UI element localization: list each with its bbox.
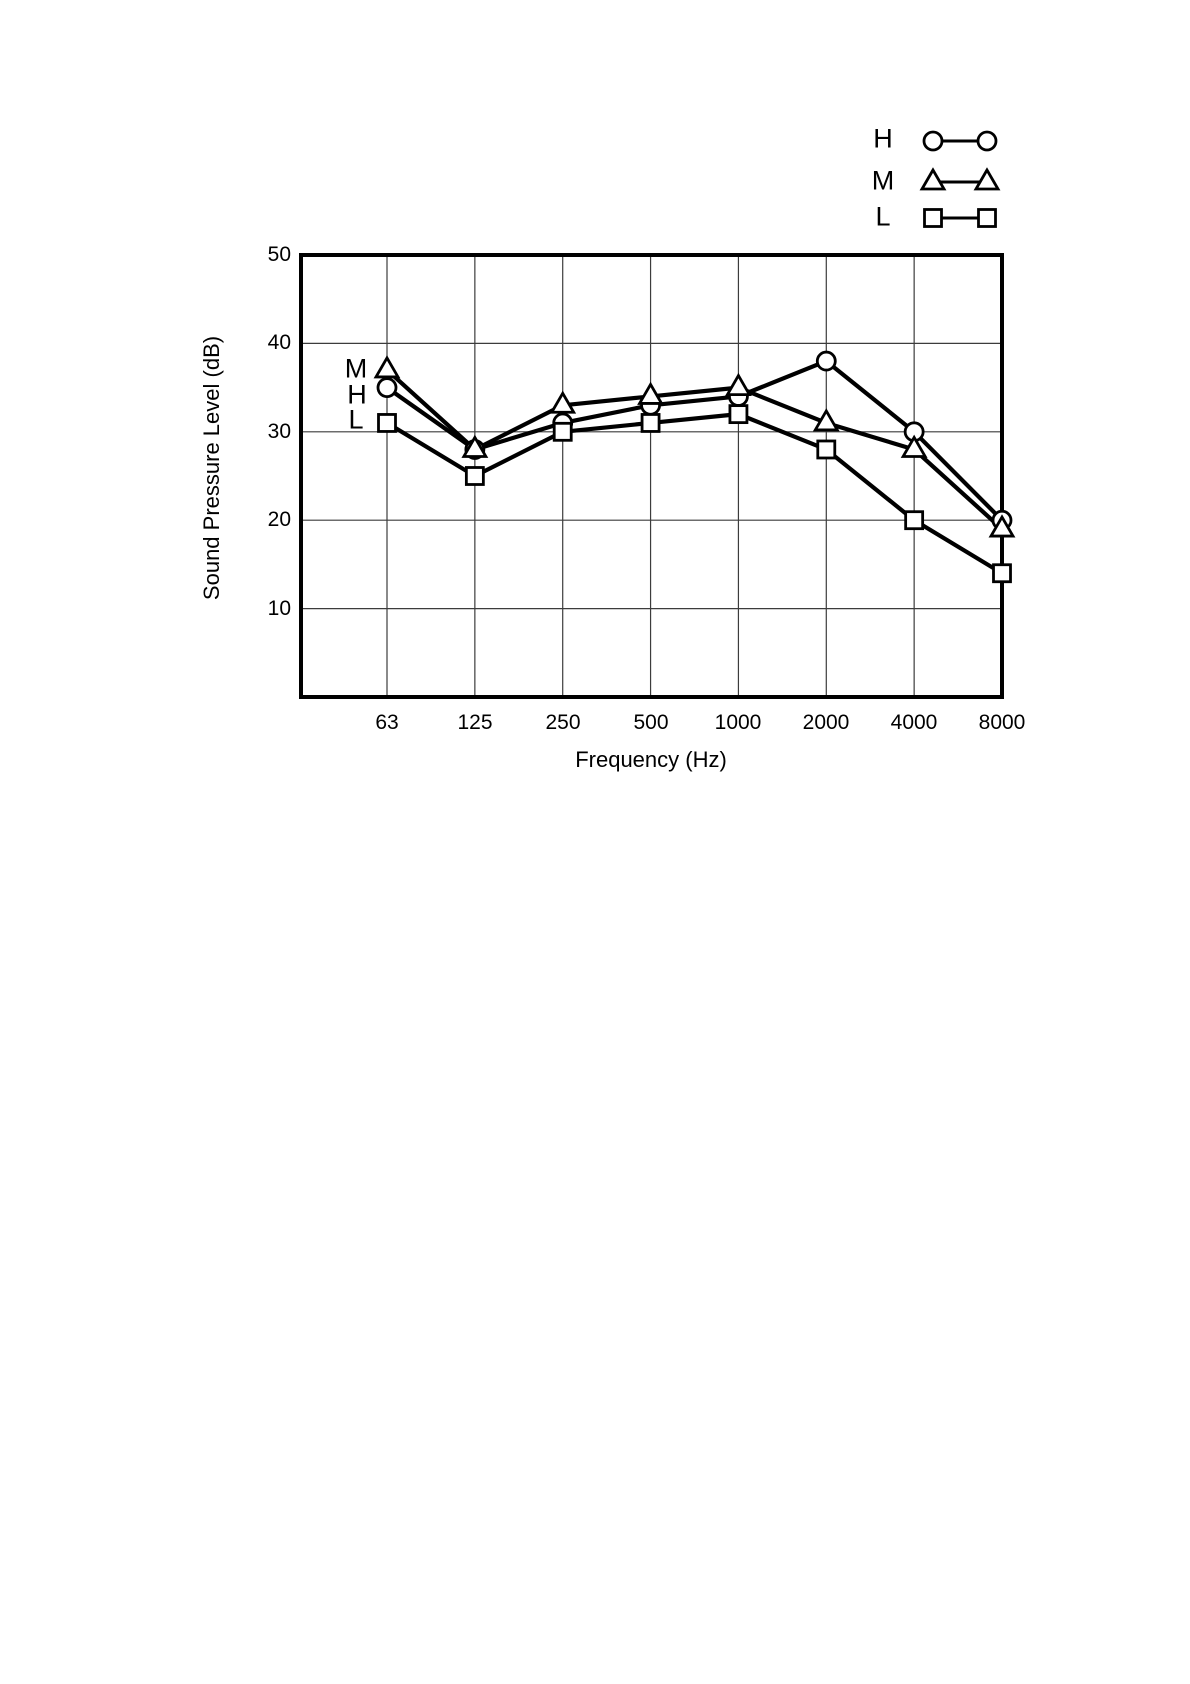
x-tick-2000: 2000 xyxy=(802,711,850,734)
series-line-L xyxy=(385,412,1004,576)
legend-label-L: L xyxy=(875,201,891,232)
x-tick-1000: 1000 xyxy=(714,711,762,734)
gridlines xyxy=(301,255,1002,697)
legend-square-icon xyxy=(977,208,997,228)
plot-border-rect xyxy=(299,253,1004,699)
point-L-250 xyxy=(552,421,573,442)
point-H-2000 xyxy=(815,350,837,372)
y-tick-30: 30 xyxy=(267,420,291,443)
series-line-M xyxy=(385,368,1004,531)
point-M-500 xyxy=(637,381,664,405)
point-M-2000 xyxy=(812,408,840,432)
legend-triangle-icon xyxy=(919,167,947,191)
legend-label-H: H xyxy=(873,123,893,154)
chart-canvas xyxy=(299,253,1016,699)
x-tick-250: 250 xyxy=(545,711,581,734)
y-tick-50: 50 xyxy=(267,243,291,266)
point-M-8000 xyxy=(988,514,1016,538)
legend-circle-icon xyxy=(976,130,998,152)
legend-swatch-M-icon xyxy=(919,167,1001,191)
point-L-8000 xyxy=(992,563,1012,584)
series-line-H xyxy=(385,358,1004,522)
point-M-63 xyxy=(373,355,401,379)
point-L-500 xyxy=(640,413,661,433)
legend-swatch-L-icon xyxy=(923,208,997,228)
point-M-125 xyxy=(461,434,489,458)
point-M-4000 xyxy=(900,434,928,458)
y-tick-40: 40 xyxy=(267,331,291,354)
point-L-1000 xyxy=(728,404,749,425)
x-axis-title: Frequency (Hz) xyxy=(575,747,727,772)
x-tick-63: 63 xyxy=(375,711,399,734)
point-L-63 xyxy=(377,413,397,433)
legend-circle-icon xyxy=(922,130,944,152)
x-tick-500: 500 xyxy=(633,711,669,734)
x-tick-8000: 8000 xyxy=(978,711,1026,734)
series-annotation-M: M xyxy=(344,353,368,384)
y-axis-title: Sound Pressure Level (dB) xyxy=(199,335,224,601)
legend-triangle-icon xyxy=(973,167,1001,191)
point-H-63 xyxy=(376,377,398,399)
x-tick-125: 125 xyxy=(457,711,493,734)
point-L-4000 xyxy=(904,510,925,531)
legend-label-M: M xyxy=(871,165,895,196)
series-annotation-H: H xyxy=(347,379,367,410)
y-tick-20: 20 xyxy=(267,508,291,531)
point-M-250 xyxy=(549,390,577,414)
legend-swatch-H-icon xyxy=(922,130,998,152)
series-layer xyxy=(373,350,1016,584)
point-M-1000 xyxy=(725,372,752,397)
plot-border xyxy=(299,253,1004,699)
legend-square-icon xyxy=(923,208,943,228)
x-tick-4000: 4000 xyxy=(890,711,938,734)
point-L-125 xyxy=(464,466,485,486)
point-L-2000 xyxy=(816,439,837,460)
series-annotation-L: L xyxy=(348,404,364,435)
y-tick-10: 10 xyxy=(267,597,291,620)
